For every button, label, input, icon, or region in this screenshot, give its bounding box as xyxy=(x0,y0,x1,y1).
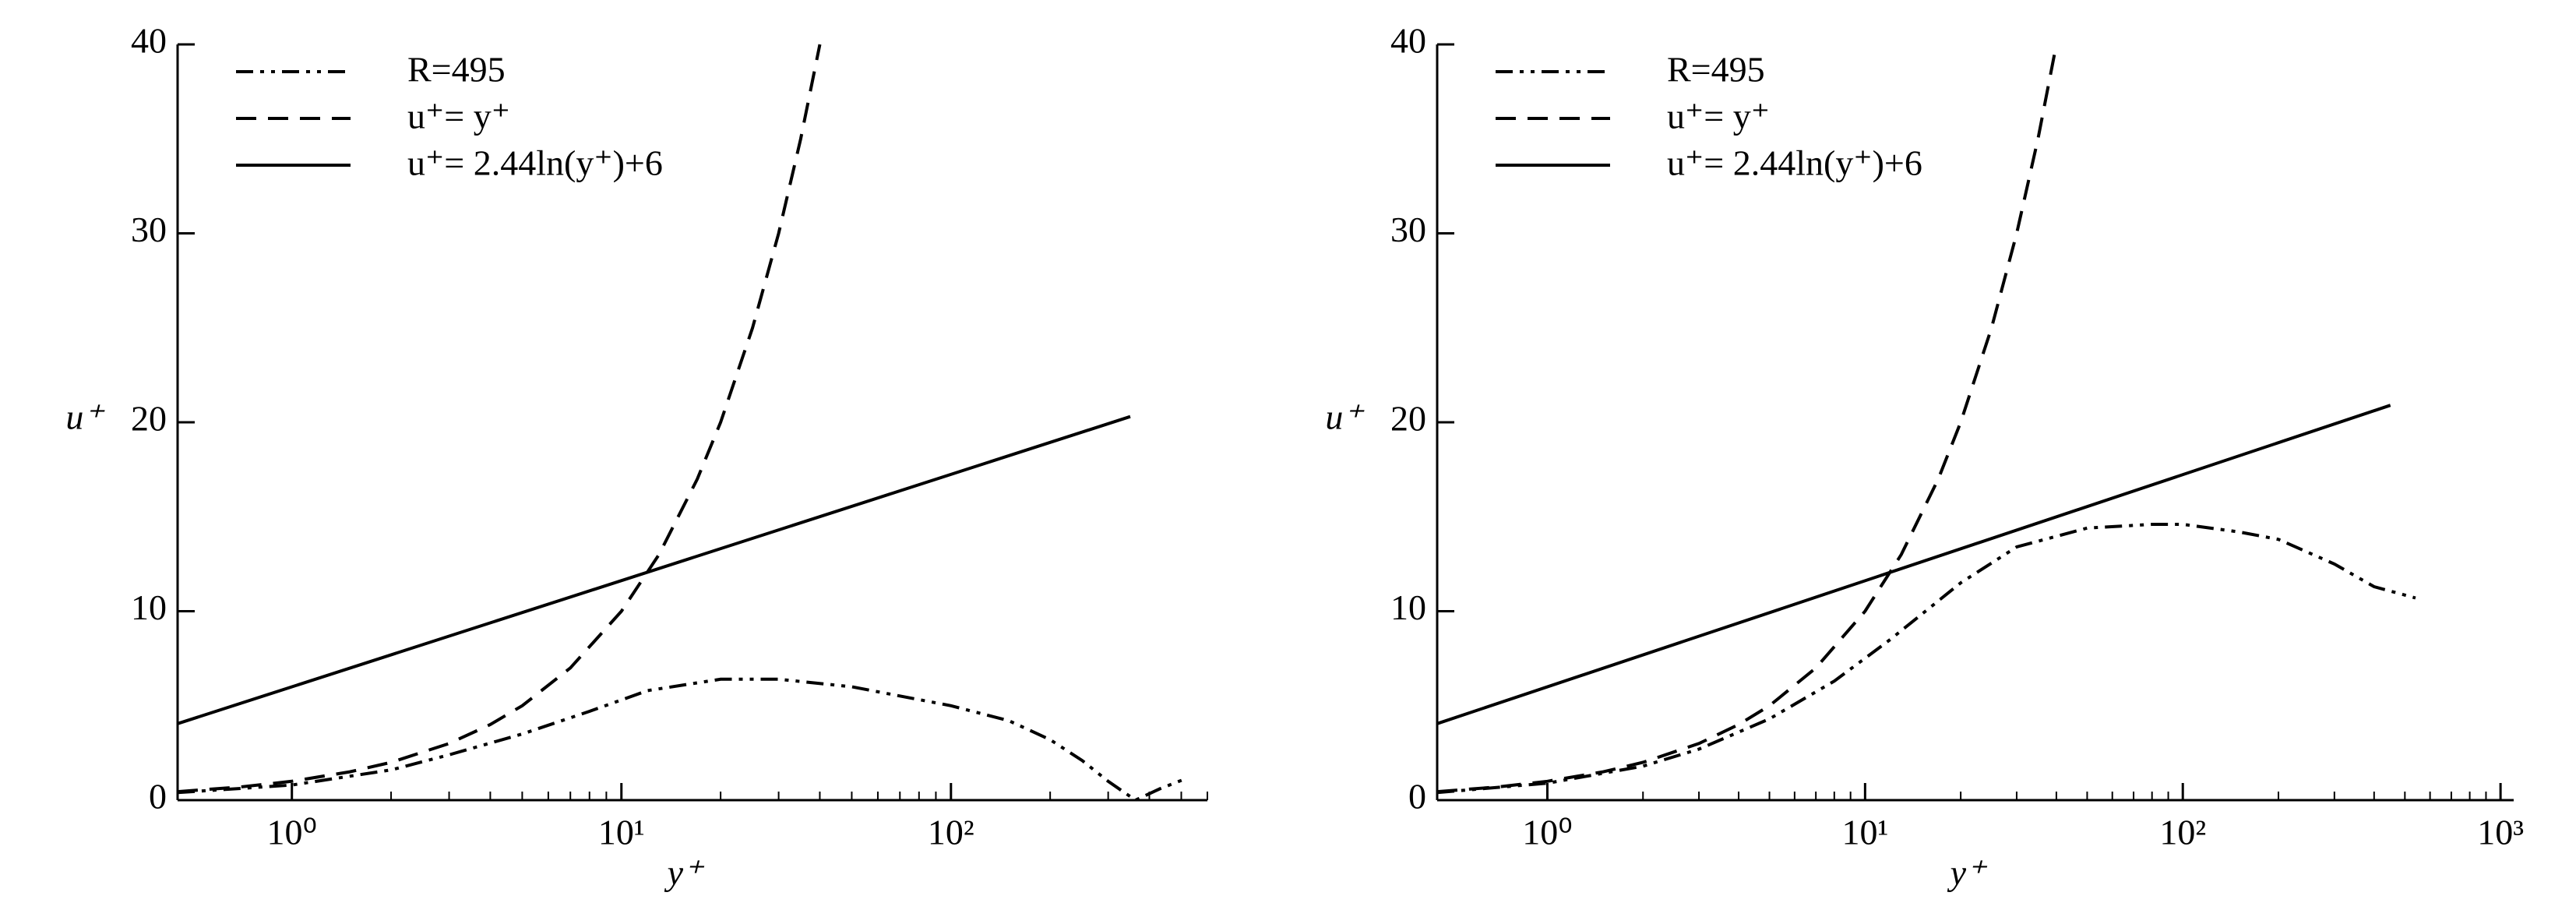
x-axis-label: y⁺ xyxy=(1947,853,1988,893)
legend-label: R=495 xyxy=(407,50,506,90)
y-tick-label: 0 xyxy=(149,777,167,817)
y-tick-label: 30 xyxy=(1390,210,1426,249)
legend-label: R=495 xyxy=(1667,50,1765,90)
x-axis-label: y⁺ xyxy=(664,853,705,893)
y-tick-label: 0 xyxy=(1408,777,1426,817)
x-tick-label: 10⁰ xyxy=(1522,813,1572,852)
legend-label: u⁺= 2.44ln(y⁺)+6 xyxy=(1667,143,1922,183)
x-tick-label: 10² xyxy=(928,813,974,852)
legend-label: u⁺= y⁺ xyxy=(1667,97,1770,136)
y-tick-label: 30 xyxy=(131,210,167,249)
series-line xyxy=(1436,523,2416,795)
y-tick-label: 20 xyxy=(1390,399,1426,439)
series-line xyxy=(177,44,822,794)
x-tick-label: 10² xyxy=(2159,813,2206,852)
y-tick-label: 20 xyxy=(131,399,167,439)
y-tick-label: 10 xyxy=(1390,587,1426,627)
series-line xyxy=(177,677,1185,802)
y-tick-label: 40 xyxy=(1390,21,1426,61)
x-tick-label: 10¹ xyxy=(598,813,645,852)
series-line xyxy=(177,414,1131,725)
x-tick-label: 10⁰ xyxy=(266,813,316,852)
y-tick-label: 40 xyxy=(131,21,167,61)
legend-label: u⁺= 2.44ln(y⁺)+6 xyxy=(407,143,663,183)
y-axis-label: u⁺ xyxy=(1325,397,1365,437)
series-line xyxy=(1436,404,2391,725)
y-tick-label: 10 xyxy=(131,587,167,627)
y-axis-label: u⁺ xyxy=(65,397,105,437)
x-tick-label: 10¹ xyxy=(1841,813,1888,852)
legend-label: u⁺= y⁺ xyxy=(407,97,510,136)
x-tick-label: 10³ xyxy=(2477,813,2524,852)
